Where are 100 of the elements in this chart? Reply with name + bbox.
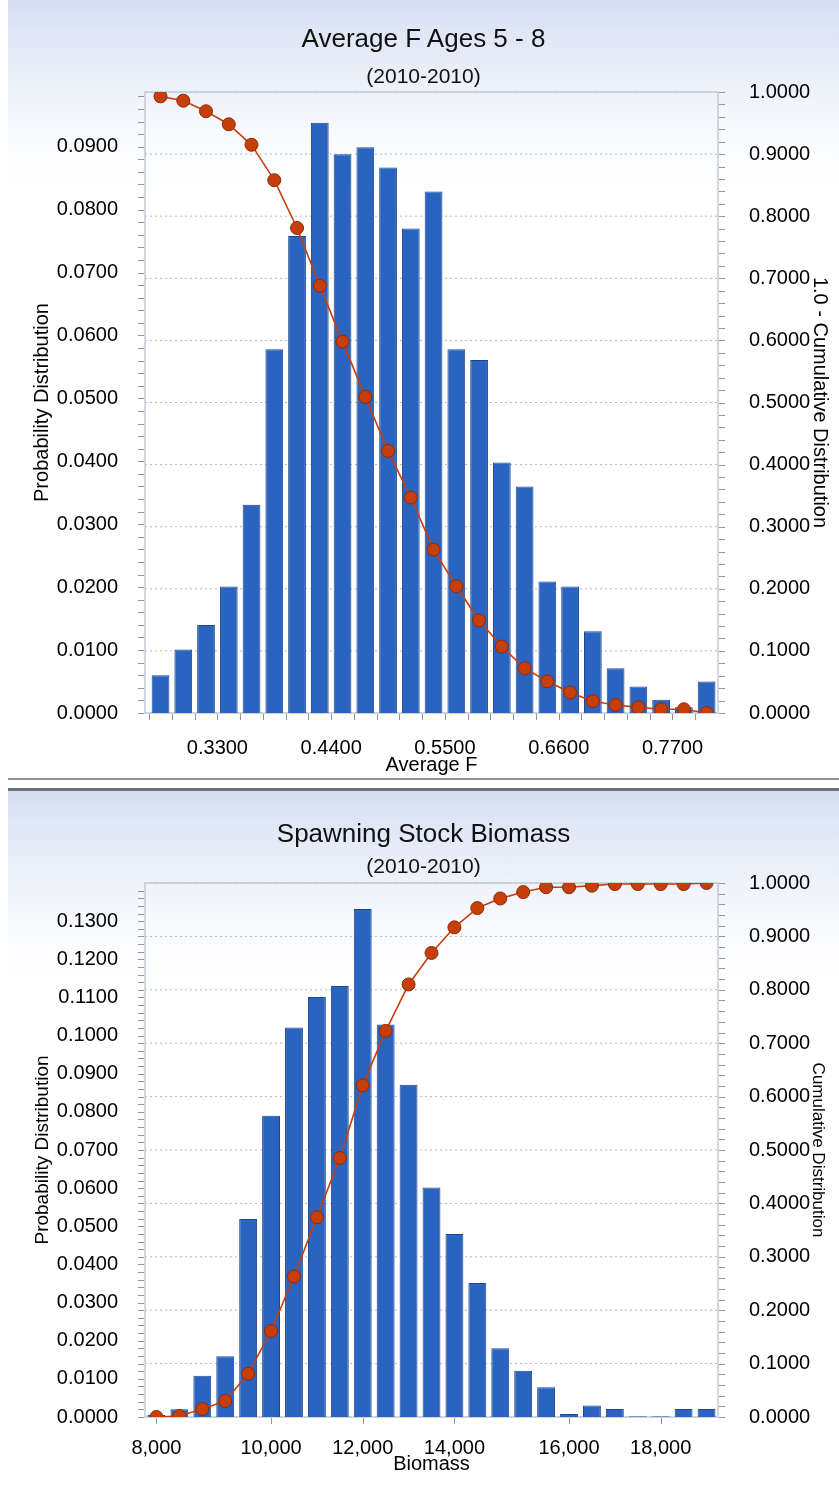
point [195,1401,210,1416]
x-tick-label: 8,000 [131,1435,182,1458]
y2-tick-label: 0.4000 [749,452,811,475]
y-tick-label: 0.0900 [56,134,118,157]
chart-title: Spawning Stock Biomass [276,818,571,849]
chart-title: Average F Ages 5 - 8 [301,23,546,54]
y2-tick-label: 0.7000 [749,1030,811,1053]
point [540,674,555,689]
point [585,694,600,709]
y2-tick-label: 0.6000 [749,1084,811,1107]
x-tick-label: 0.6600 [528,735,590,758]
y-tick-label: 0.0700 [56,1137,118,1160]
y-tick-label: 0.0200 [56,1328,118,1351]
y-tick-label: 0.1100 [58,984,118,1007]
y-tick-label: 0.1200 [56,946,118,969]
y-tick-label: 0.0600 [56,1175,118,1198]
y-tick-label: 0.0500 [56,385,118,408]
y2-tick-label: 1.0000 [749,79,811,102]
y-tick-label: 0.0300 [56,511,118,534]
point [517,661,532,676]
y2-axis-title: Cumulative Distribution [809,1062,829,1238]
y2-tick-label: 0.9000 [749,923,811,946]
x-tick-label: 0.3300 [186,735,248,758]
point [563,685,578,700]
y-tick-label: 0.0500 [56,1213,118,1236]
x-tick-label: 10,000 [240,1435,302,1458]
y-tick-label: 0.0000 [56,1404,118,1427]
point [493,891,508,906]
y-axis-title: Probability Distribution [29,303,52,502]
y-tick-label: 0.0900 [56,1061,118,1084]
point [312,278,327,293]
y-tick-label: 0.0400 [56,448,118,471]
y2-tick-label: 0.2000 [749,576,811,599]
y2-tick-label: 0.7000 [749,265,811,288]
y-tick-label: 0.1000 [56,1023,118,1046]
point [358,389,373,404]
point [267,173,282,188]
y-tick-label: 0.1300 [56,908,118,931]
y-axis-title: Probability Distribution [30,1055,52,1245]
x-tick-label: 0.7700 [641,735,704,758]
x-tick-label: 0.4400 [300,735,362,758]
point [176,93,191,108]
y2-tick-label: 0.9000 [749,141,811,164]
y-tick-label: 0.0700 [56,260,118,283]
x-tick-label: 12,000 [332,1435,394,1458]
y-tick-label: 0.0800 [56,1099,118,1122]
point [424,945,439,960]
y-tick-label: 0.0400 [56,1251,118,1274]
y2-tick-label: 1.0000 [749,870,811,893]
point [335,334,350,349]
y2-tick-label: 0.4000 [749,1190,811,1213]
point [449,579,464,594]
y2-tick-label: 0.1000 [749,638,811,661]
y-tick-label: 0.0300 [56,1290,118,1313]
point [401,977,416,992]
y-tick-label: 0.0600 [56,323,118,346]
point [676,702,691,713]
point [403,490,418,505]
point [472,613,487,628]
y2-tick-label: 0.2000 [749,1297,811,1320]
x-tick-label: 18,000 [630,1435,692,1458]
point [539,883,554,895]
point [221,117,236,132]
point [153,92,168,104]
x-tick-label: 16,000 [538,1435,600,1458]
point [381,443,396,458]
point [332,1151,347,1166]
y2-tick-label: 0.3000 [749,1244,811,1267]
point [608,697,623,712]
y2-tick-label: 0.5000 [749,390,811,413]
point [447,920,462,935]
chart-subtitle: (2010-2010) [366,63,481,87]
y-tick-label: 0.0800 [56,197,118,220]
y2-tick-label: 0.0000 [749,1404,811,1427]
y-tick-label: 0.0100 [56,637,118,660]
point [264,1324,279,1339]
point [218,1393,233,1408]
chart-subtitle: (2010-2010) [366,853,481,877]
point [562,883,577,895]
point [290,221,305,235]
y2-tick-label: 0.0000 [749,700,811,723]
y2-tick-label: 0.8000 [749,203,811,226]
point [470,901,485,916]
y-tick-label: 0.0100 [56,1366,118,1389]
point [199,104,214,119]
y2-tick-label: 0.3000 [749,514,811,537]
y2-tick-label: 0.5000 [749,1137,811,1160]
y-tick-label: 0.0200 [56,574,118,597]
y2-tick-label: 0.1000 [749,1351,811,1374]
x-tick-label: 0.5500 [414,735,476,758]
point [378,1023,393,1038]
point [244,137,259,152]
point [494,639,509,654]
point [516,885,531,900]
y2-axis-title: 1.0 - Cumulative Distribution [810,276,833,529]
point [286,1269,301,1284]
point [355,1078,370,1093]
y2-tick-label: 0.6000 [749,327,811,350]
point [426,542,441,557]
y-tick-label: 0.0000 [56,700,118,723]
